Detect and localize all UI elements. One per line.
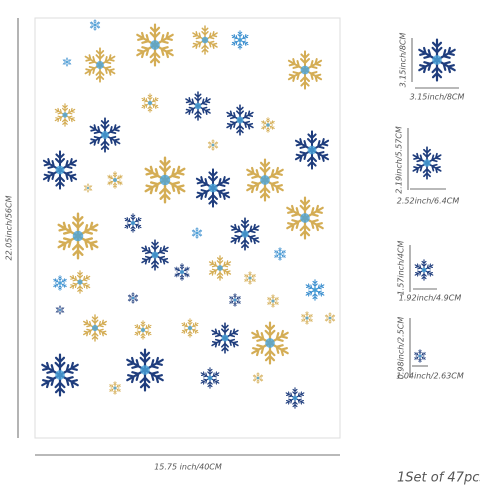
- size-sample: 1.57inch/4CM 1.92inch/4.9CM: [397, 240, 462, 302]
- snowflake: [414, 349, 427, 362]
- snowflake: [412, 147, 443, 179]
- size-width: 1.04inch/2.63CM: [396, 372, 464, 381]
- size-sample: 3.15inch/8CM 3.15inch/8CM: [399, 32, 465, 101]
- size-width: 2.52inch/6.4CM: [397, 197, 460, 206]
- width-label: 15.75 inch/40CM: [154, 463, 222, 472]
- size-height: 2.19inch/5.57CM: [395, 126, 404, 194]
- size-height: 1.57inch/4CM: [397, 240, 406, 295]
- size-height: 0.98inch/2.5CM: [397, 317, 406, 380]
- set-label: 1Set of 47pcs: [397, 471, 480, 486]
- snowflake: [414, 260, 434, 280]
- size-width: 3.15inch/8CM: [410, 93, 465, 102]
- snowflake: [417, 40, 457, 81]
- size-sample: 0.98inch/2.5CM 1.04inch/2.63CM: [396, 317, 464, 381]
- size-width: 1.92inch/4.9CM: [399, 294, 462, 303]
- size-sample: 2.19inch/5.57CM 2.52inch/6.4CM: [395, 126, 460, 205]
- size-height: 3.15inch/8CM: [399, 32, 408, 87]
- height-label: 22.05inch/56CM: [5, 195, 14, 260]
